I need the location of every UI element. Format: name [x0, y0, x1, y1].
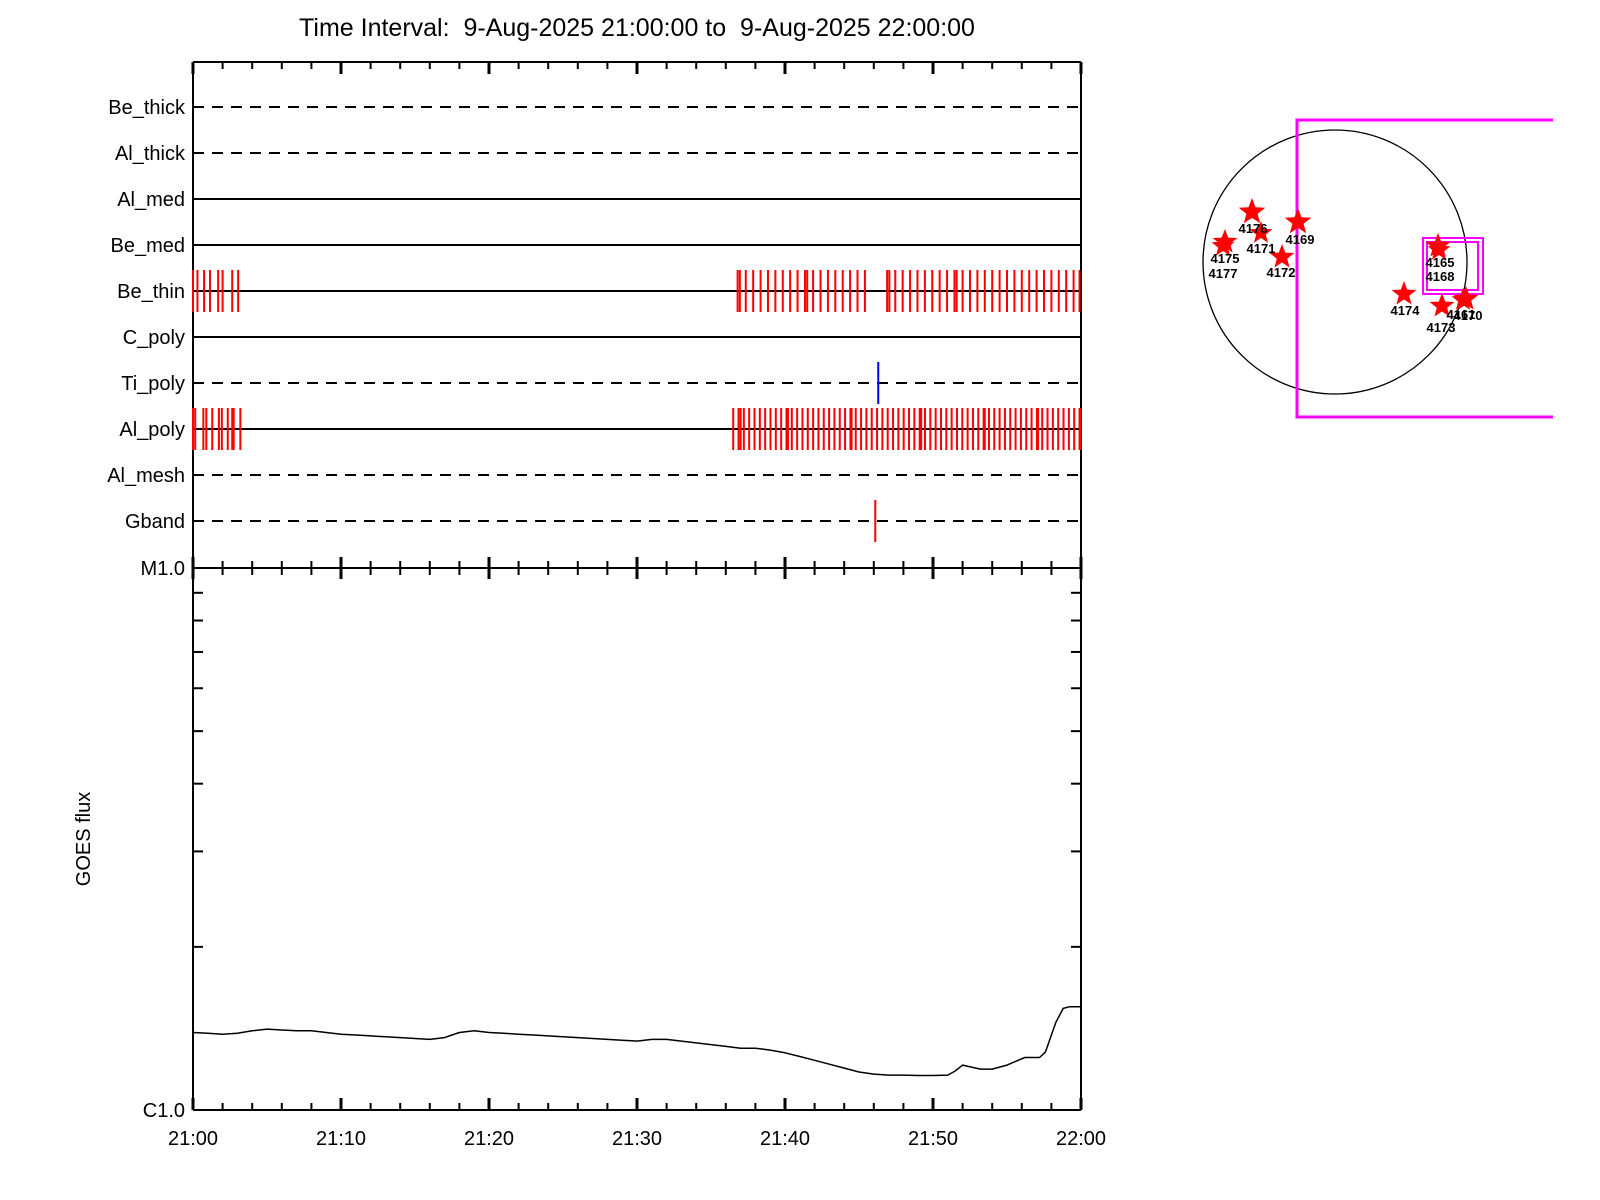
ar-star-4177 — [1211, 234, 1235, 256]
plot-title: Time Interval: 9-Aug-2025 21:00:00 to 9-… — [299, 14, 975, 42]
goes-flux-panel: M1.0 C1.0 21:00 21:10 21:20 21:30 21:40 21:50 22… — [73, 558, 1106, 1150]
ar-star-4169 — [1284, 208, 1312, 234]
ar-label-4173: 4173 — [1427, 320, 1456, 335]
ar-star-4171 — [1249, 221, 1273, 243]
filter-row-label-Be_thin: Be_thin — [117, 281, 185, 303]
ar-label-4171: 4171 — [1247, 241, 1276, 256]
goes-x-tick-label: 21:30 — [612, 1128, 662, 1150]
filter-row-label-C_poly: C_poly — [123, 327, 185, 349]
goes-x-tick-label: 21:40 — [760, 1128, 810, 1150]
goes-y-axis-title: GOES flux — [73, 792, 95, 886]
filter-row-label-Be_thick: Be_thick — [108, 97, 186, 119]
goes-y-bottom-label: C1.0 — [143, 1100, 185, 1122]
goes-x-tick-label: 21:50 — [908, 1128, 958, 1150]
ar-label-4161: 4161 — [1447, 307, 1476, 322]
goes-y-top-label: M1.0 — [141, 558, 185, 580]
filter-row-label-Be_med: Be_med — [111, 235, 186, 257]
ar-label-4172: 4172 — [1267, 265, 1296, 280]
ar-label-4170: 4170 — [1454, 308, 1483, 323]
fov-box-large — [1295, 118, 1553, 419]
goes-flux-curve — [192, 1006, 1082, 1077]
ar-label-4175: 4175 — [1211, 251, 1240, 266]
plot-frame — [191, 61, 1083, 1111]
ar-star-4176 — [1238, 198, 1266, 224]
ar-label-4174: 4174 — [1391, 303, 1421, 318]
solar-limb-circle — [1202, 129, 1468, 395]
xrt-filter-timeline-panel: Be_thick Al_thick Al_med Be_med Be_thin C_pol… — [107, 97, 1082, 542]
fov-box-small-inner — [1426, 241, 1479, 291]
filter-row-label-Al_mesh: Al_mesh — [107, 465, 185, 487]
goes-x-tick-label: 21:20 — [464, 1128, 514, 1150]
filter-row-label-Al_poly: Al_poly — [119, 419, 185, 441]
ar-star-4173 — [1429, 293, 1455, 317]
ar-label-4165: 4165 — [1426, 255, 1455, 270]
filter-row-label-Gband: Gband — [125, 511, 185, 533]
fov-box-small-outer — [1422, 237, 1484, 295]
goes-x-tick-label: 21:00 — [168, 1128, 218, 1150]
ar-star-4174 — [1391, 281, 1417, 305]
ar-label-4169: 4169 — [1286, 232, 1315, 247]
goes-x-tick-label: 21:10 — [316, 1128, 366, 1150]
filter-row-label-Al_med: Al_med — [117, 189, 185, 211]
ar-label-4177: 4177 — [1209, 266, 1238, 281]
ar-label-4168: 4168 — [1426, 269, 1455, 284]
goes-x-tick-label: 22:00 — [1056, 1128, 1106, 1150]
ar-star-4172 — [1269, 244, 1295, 268]
ar-label-4176: 4176 — [1239, 221, 1268, 236]
filter-row-label-Ti_poly: Ti_poly — [121, 373, 185, 395]
ar-star-4170 — [1453, 286, 1479, 310]
ar-star-4168 — [1427, 238, 1451, 260]
filter-row-label-Al_thick: Al_thick — [115, 143, 186, 165]
